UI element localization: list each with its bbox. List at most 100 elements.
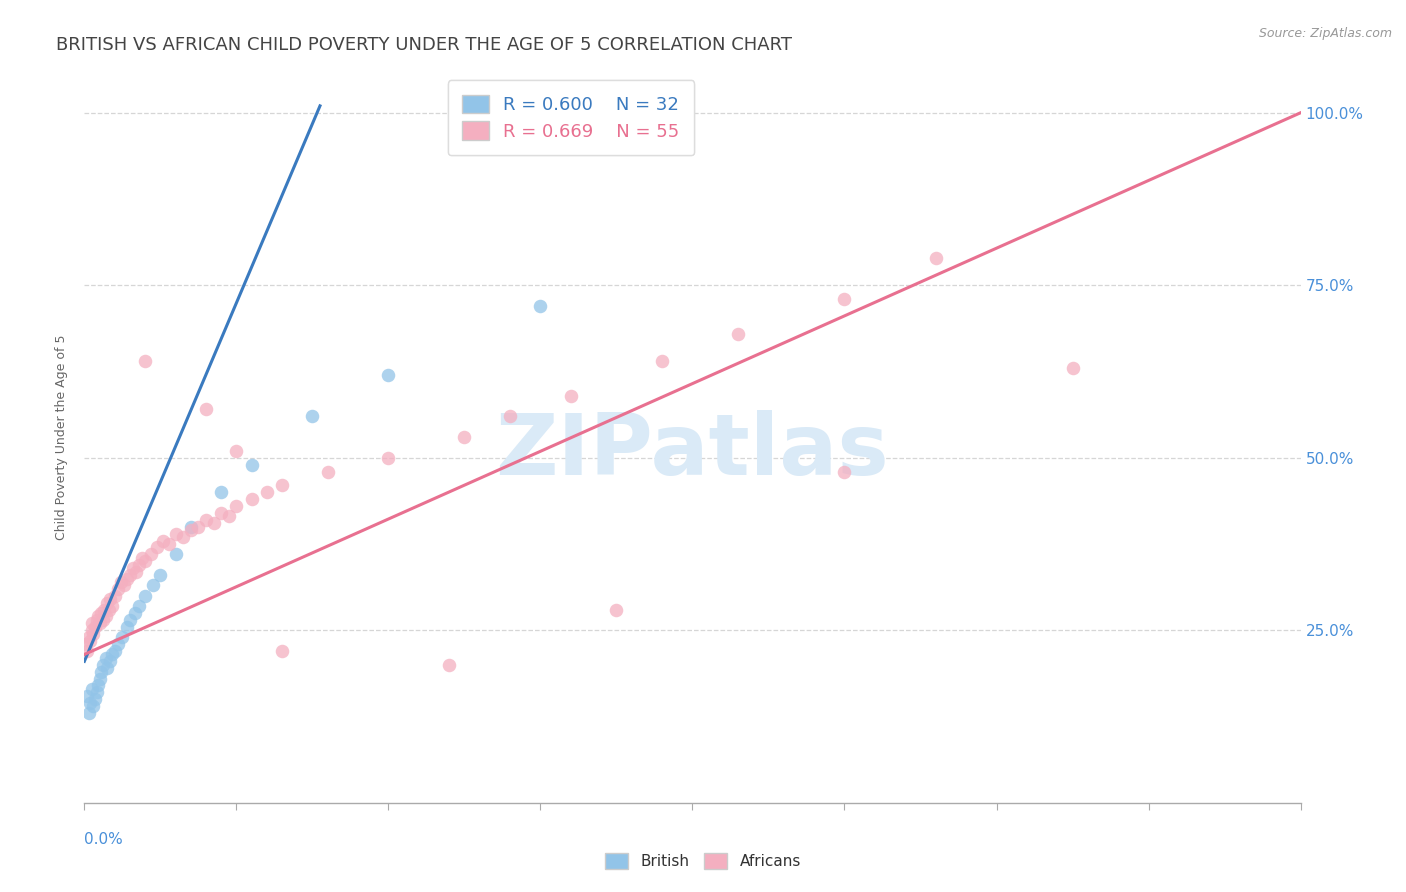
Point — [271, 478, 294, 492]
Point — [89, 672, 111, 686]
Point — [111, 630, 134, 644]
Point — [93, 602, 115, 616]
Point — [128, 599, 150, 614]
Point — [134, 354, 156, 368]
Text: BRITISH VS AFRICAN CHILD POVERTY UNDER THE AGE OF 5 CORRELATION CHART: BRITISH VS AFRICAN CHILD POVERTY UNDER T… — [56, 36, 792, 54]
Point — [225, 499, 247, 513]
Point — [94, 609, 117, 624]
Point — [453, 430, 475, 444]
Point — [377, 450, 399, 465]
Point — [834, 465, 856, 479]
Point — [651, 354, 673, 368]
Point — [84, 620, 107, 634]
Point — [202, 516, 225, 531]
Point — [271, 644, 294, 658]
Point — [1062, 361, 1084, 376]
Point — [80, 681, 103, 696]
Point — [134, 554, 156, 568]
Point — [89, 616, 111, 631]
Legend: R = 0.600    N = 32, R = 0.669    N = 55: R = 0.600 N = 32, R = 0.669 N = 55 — [447, 80, 695, 155]
Point — [91, 613, 114, 627]
Point — [240, 492, 263, 507]
Point — [75, 637, 97, 651]
Point — [98, 654, 121, 668]
Point — [90, 606, 112, 620]
Point — [172, 530, 194, 544]
Point — [834, 292, 856, 306]
Point — [209, 485, 232, 500]
Text: 0.0%: 0.0% — [84, 832, 124, 847]
Point — [187, 520, 209, 534]
Point — [439, 657, 461, 672]
Point — [115, 620, 138, 634]
Point — [110, 574, 132, 589]
Point — [100, 599, 122, 614]
Point — [118, 568, 141, 582]
Point — [107, 637, 129, 651]
Point — [141, 548, 163, 562]
Point — [76, 644, 98, 658]
Point — [142, 578, 165, 592]
Point — [86, 613, 108, 627]
Point — [131, 550, 153, 565]
Point — [96, 661, 118, 675]
Point — [90, 665, 112, 679]
Point — [134, 589, 156, 603]
Point — [94, 651, 117, 665]
Point — [91, 657, 114, 672]
Point — [104, 589, 127, 603]
Point — [209, 506, 232, 520]
Point — [165, 548, 187, 562]
Point — [98, 592, 121, 607]
Point — [128, 558, 150, 572]
Point — [104, 644, 127, 658]
Point — [377, 368, 399, 382]
Point — [180, 520, 202, 534]
Legend: British, Africans: British, Africans — [599, 847, 807, 875]
Point — [80, 624, 103, 638]
Y-axis label: Child Poverty Under the Age of 5: Child Poverty Under the Age of 5 — [55, 334, 69, 540]
Point — [180, 523, 202, 537]
Point — [125, 565, 148, 579]
Point — [195, 402, 218, 417]
Text: Source: ZipAtlas.com: Source: ZipAtlas.com — [1258, 27, 1392, 40]
Point — [122, 561, 145, 575]
Point — [256, 485, 278, 500]
Point — [87, 678, 110, 692]
Point — [79, 633, 101, 648]
Point — [560, 389, 582, 403]
Point — [80, 616, 103, 631]
Point — [82, 699, 104, 714]
Point — [86, 685, 108, 699]
Point — [115, 572, 138, 586]
Point — [87, 609, 110, 624]
Text: ZIPatlas: ZIPatlas — [495, 410, 890, 493]
Point — [529, 299, 551, 313]
Point — [925, 251, 948, 265]
Point — [159, 537, 181, 551]
Point — [112, 578, 135, 592]
Point — [146, 541, 169, 555]
Point — [76, 689, 98, 703]
Point — [82, 626, 104, 640]
Point — [77, 630, 100, 644]
Point — [152, 533, 174, 548]
Point — [165, 526, 187, 541]
Point — [100, 648, 122, 662]
Point — [316, 465, 339, 479]
Point — [149, 568, 172, 582]
Point — [96, 596, 118, 610]
Point — [77, 706, 100, 720]
Point — [195, 513, 218, 527]
Point — [97, 602, 120, 616]
Point — [605, 602, 627, 616]
Point — [240, 458, 263, 472]
Point — [499, 409, 522, 424]
Point — [225, 443, 247, 458]
Point — [118, 613, 141, 627]
Point — [218, 509, 240, 524]
Point — [727, 326, 749, 341]
Point — [79, 696, 101, 710]
Point — [301, 409, 323, 424]
Point — [84, 692, 107, 706]
